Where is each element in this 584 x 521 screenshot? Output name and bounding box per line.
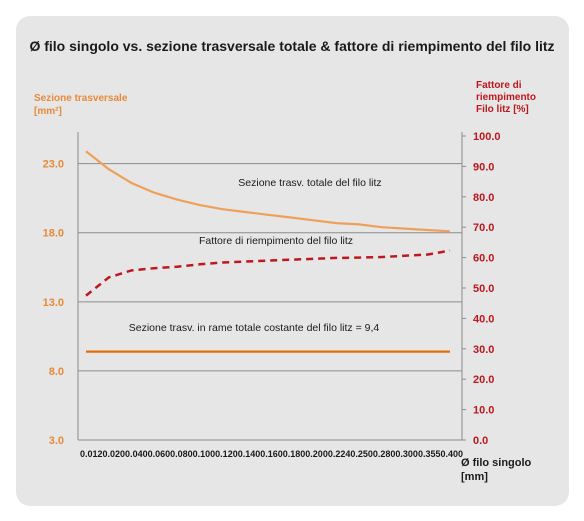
y-right-tick-label: 70.0 [473,222,494,234]
y-right-tick-label: 80.0 [473,192,494,204]
y-right-axis-label-line: riempimento [475,92,536,103]
y-right-tick-label: 100.0 [473,131,501,143]
y-right-tick-label: 60.0 [473,253,494,265]
y-left-tick-label: 23.0 [43,159,64,171]
x-axis-label-line: [mm] [461,471,488,483]
y-left-tick-label: 3.0 [49,435,64,447]
y-left-tick-label: 13.0 [43,297,64,309]
y-right-tick-label: 40.0 [473,313,494,325]
y-right-tick-label: 50.0 [473,283,494,295]
series-line [85,249,451,297]
series-line [85,150,451,233]
y-right-tick-label: 10.0 [473,405,494,417]
y-left-tick-label: 18.0 [43,228,64,240]
series-label: Fattore di riempimento del filo litz [199,235,353,247]
y-left-axis-label-line: [mm²] [34,106,62,117]
y-left-axis-label-line: Sezione trasversale [34,93,128,104]
y-right-axis-label-line: Filo litz [%] [475,104,529,115]
series-label: Sezione trasv. totale del filo litz [238,177,381,189]
series-label: Sezione trasv. in rame totale costante d… [129,322,380,334]
x-axis-label-line: Ø filo singolo [461,457,532,469]
x-axis-label: Ø filo singolo [mm] [461,456,531,484]
y-right-axis-label: Fattore di riempimento Filo litz [%] [476,80,536,116]
y-right-tick-label: 30.0 [473,344,494,356]
chart-title: Ø filo singolo vs. sezione trasversale t… [29,38,555,54]
chart-panel [16,16,569,506]
y-left-tick-label: 8.0 [49,366,64,378]
y-left-axis-label: Sezione trasversale [mm²] [34,92,127,118]
y-right-tick-label: 90.0 [473,161,494,173]
y-right-tick-label: 20.0 [473,374,494,386]
x-tick-labels: 0.0120.0200.0400.0600.0800.1000.1200.140… [80,449,463,459]
y-right-tick-label: 0.0 [473,435,488,447]
y-right-axis-label-line: Fattore di [475,80,522,91]
